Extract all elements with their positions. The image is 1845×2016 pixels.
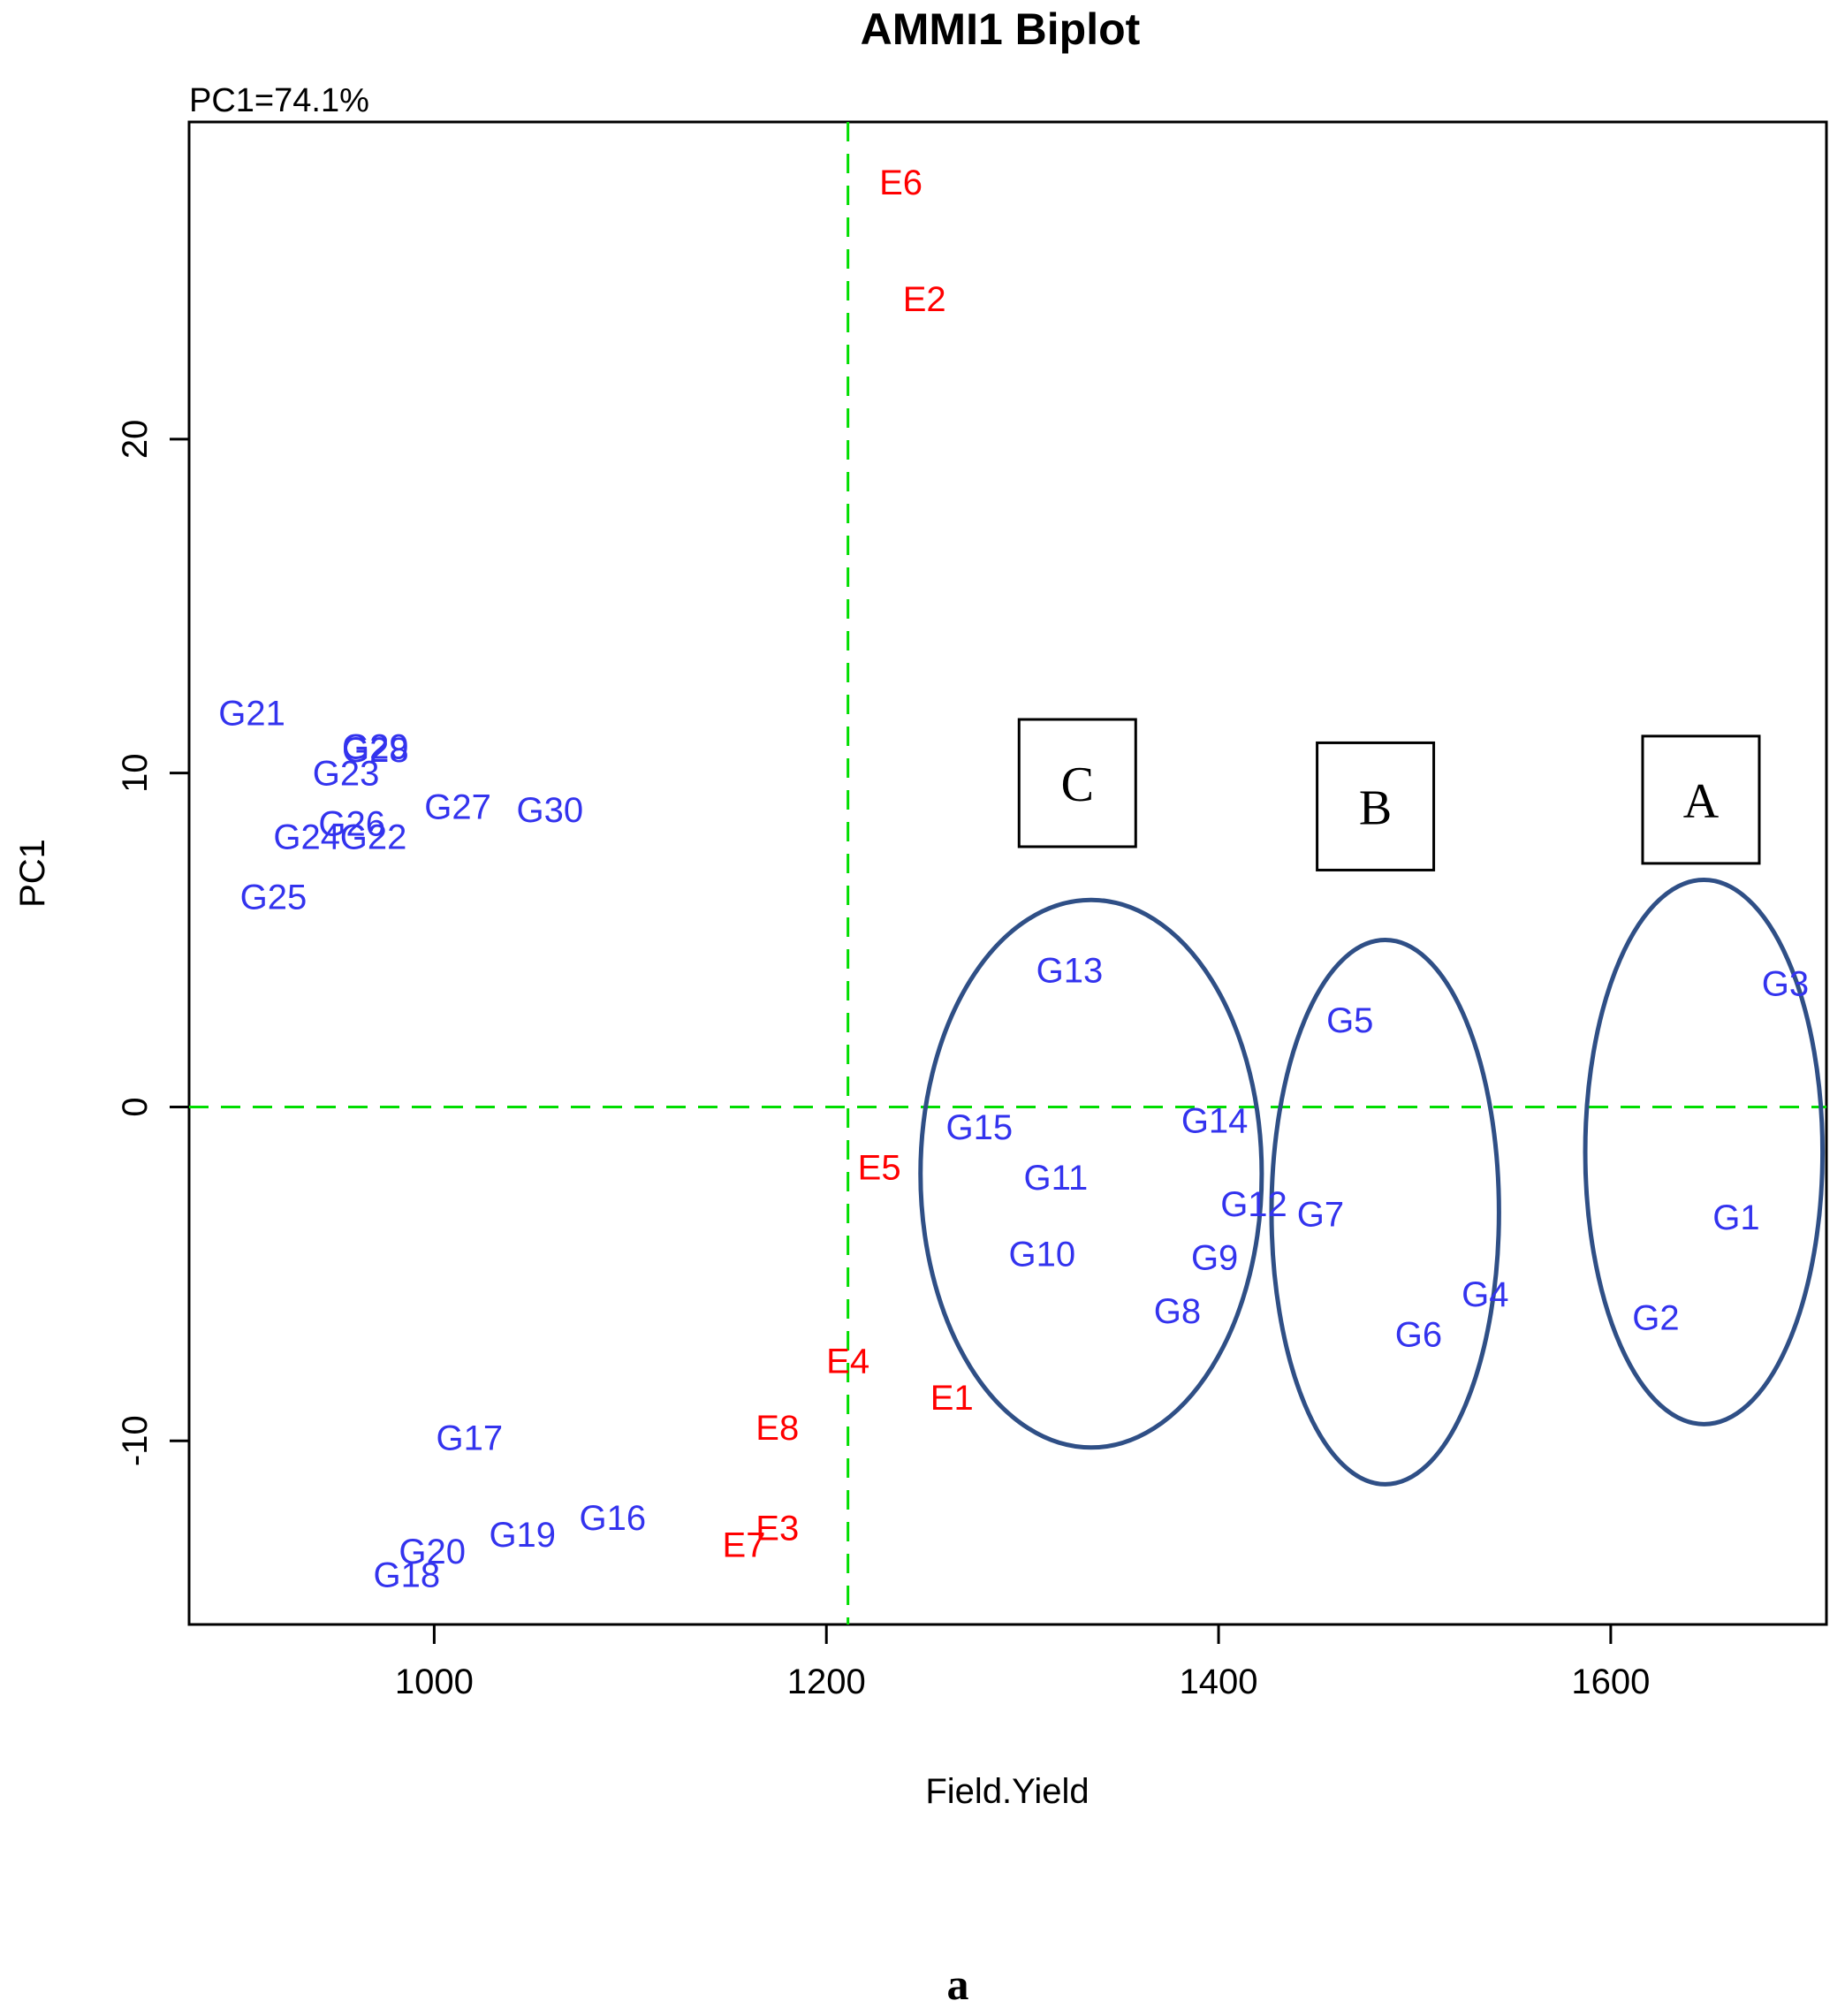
genotype-g16: G16 bbox=[580, 1499, 647, 1538]
genotype-g11: G11 bbox=[1024, 1159, 1089, 1198]
x-tick-label: 1000 bbox=[395, 1662, 474, 1701]
genotype-g26: G26 bbox=[318, 804, 385, 843]
reference-lines bbox=[189, 122, 1826, 1624]
genotype-g22: G22 bbox=[340, 818, 407, 856]
chart-title: AMMI1 Biplot bbox=[861, 4, 1141, 54]
environment-e3: E3 bbox=[755, 1509, 799, 1548]
group-letter-c: C bbox=[1061, 757, 1094, 812]
panel-caption: a bbox=[947, 1959, 969, 2009]
genotype-g21: G21 bbox=[218, 695, 285, 734]
environment-e1: E1 bbox=[930, 1379, 974, 1418]
environment-e5: E5 bbox=[858, 1148, 901, 1187]
group-box-a bbox=[1641, 734, 1761, 865]
y-tick-label: -10 bbox=[116, 1415, 155, 1466]
x-tick-label: 1400 bbox=[1180, 1662, 1258, 1701]
environment-e6: E6 bbox=[879, 164, 922, 202]
genotype-g4: G4 bbox=[1462, 1275, 1508, 1314]
genotype-g23: G23 bbox=[313, 755, 380, 794]
genotype-g6: G6 bbox=[1395, 1315, 1442, 1354]
genotype-g15: G15 bbox=[946, 1108, 1014, 1147]
group-letter-a: A bbox=[1683, 774, 1720, 829]
genotype-g13: G13 bbox=[1036, 952, 1104, 991]
group-ellipse-c bbox=[918, 897, 1264, 1450]
genotype-g19: G19 bbox=[489, 1516, 556, 1555]
genotype-g27: G27 bbox=[424, 787, 491, 826]
y-tick-label: 10 bbox=[116, 753, 155, 793]
environment-e4: E4 bbox=[826, 1343, 869, 1381]
genotype-g8: G8 bbox=[1154, 1292, 1201, 1331]
genotype-g29: G29 bbox=[342, 727, 409, 766]
genotype-g10: G10 bbox=[1009, 1236, 1076, 1274]
environment-e8: E8 bbox=[755, 1409, 799, 1448]
genotype-g24: G24 bbox=[273, 818, 340, 856]
genotype-g2: G2 bbox=[1632, 1298, 1679, 1337]
genotype-g18: G18 bbox=[374, 1556, 441, 1594]
group-box-b bbox=[1316, 741, 1436, 871]
group-ellipse-a bbox=[1583, 878, 1826, 1426]
y-tick-label: 0 bbox=[116, 1097, 155, 1116]
genotype-g5: G5 bbox=[1326, 1001, 1373, 1040]
environment-e7: E7 bbox=[723, 1525, 766, 1564]
group-ellipse-b bbox=[1269, 938, 1501, 1487]
x-tick-label: 1200 bbox=[787, 1662, 866, 1701]
genotype-g12: G12 bbox=[1220, 1185, 1287, 1224]
genotype-g25: G25 bbox=[240, 878, 308, 917]
environment-e2: E2 bbox=[903, 280, 946, 319]
group-box-c bbox=[1017, 718, 1137, 848]
x-axis-label: Field.Yield bbox=[925, 1772, 1089, 1811]
genotype-g20: G20 bbox=[399, 1533, 466, 1571]
plot-frame bbox=[187, 120, 1828, 1626]
x-tick-label: 1600 bbox=[1571, 1662, 1650, 1701]
genotype-g17: G17 bbox=[437, 1419, 504, 1457]
chart-subtitle: PC1=74.1% bbox=[189, 82, 369, 119]
group-letter-b: B bbox=[1359, 780, 1392, 835]
genotype-g9: G9 bbox=[1191, 1238, 1238, 1277]
genotype-g30: G30 bbox=[517, 791, 584, 830]
genotype-g7: G7 bbox=[1297, 1195, 1344, 1234]
y-tick-label: 20 bbox=[116, 420, 155, 460]
genotype-g1: G1 bbox=[1712, 1198, 1759, 1237]
y-axis-label: PC1 bbox=[13, 839, 52, 908]
genotype-g3: G3 bbox=[1762, 965, 1809, 1004]
genotype-g28: G28 bbox=[342, 731, 409, 770]
genotype-g14: G14 bbox=[1181, 1102, 1249, 1141]
axes: 1000 1200 1400 1600 -10 0 10 20 bbox=[116, 420, 1650, 1701]
